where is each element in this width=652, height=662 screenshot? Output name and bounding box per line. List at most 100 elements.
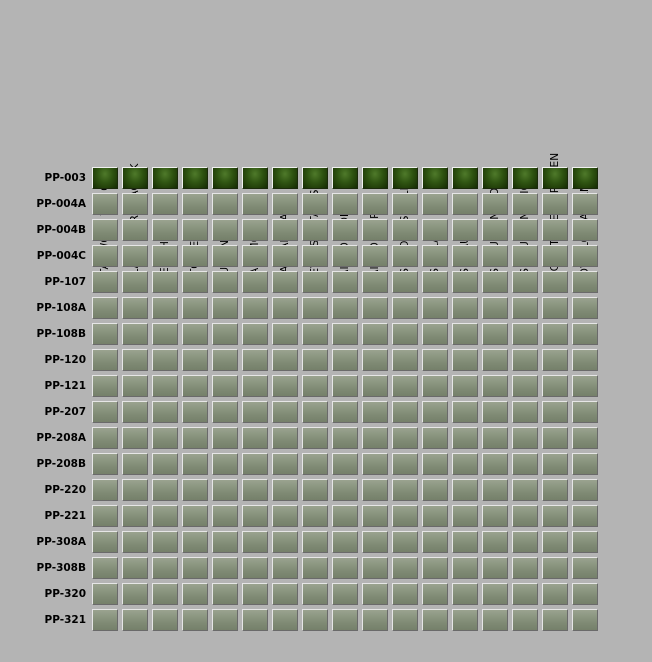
status-led-off[interactable]: [122, 349, 148, 371]
status-led-off[interactable]: [572, 583, 598, 605]
status-led-off[interactable]: [152, 557, 178, 579]
status-led-off[interactable]: [272, 349, 298, 371]
status-led-off[interactable]: [272, 401, 298, 423]
status-led-off[interactable]: [92, 479, 118, 501]
status-led-off[interactable]: [392, 297, 418, 319]
status-led-off[interactable]: [212, 531, 238, 553]
status-led-off[interactable]: [302, 583, 328, 605]
status-led-off[interactable]: [362, 531, 388, 553]
status-led-off[interactable]: [512, 245, 538, 267]
status-led-off[interactable]: [512, 271, 538, 293]
status-led-off[interactable]: [422, 193, 448, 215]
status-led-on[interactable]: [482, 167, 508, 189]
status-led-off[interactable]: [272, 323, 298, 345]
status-led-on[interactable]: [422, 167, 448, 189]
status-led-off[interactable]: [212, 323, 238, 345]
status-led-off[interactable]: [212, 271, 238, 293]
status-led-off[interactable]: [332, 375, 358, 397]
status-led-off[interactable]: [212, 219, 238, 241]
status-led-off[interactable]: [422, 427, 448, 449]
status-led-off[interactable]: [242, 609, 268, 631]
status-led-off[interactable]: [182, 583, 208, 605]
status-led-off[interactable]: [542, 323, 568, 345]
status-led-off[interactable]: [482, 245, 508, 267]
status-led-off[interactable]: [452, 531, 478, 553]
status-led-off[interactable]: [542, 193, 568, 215]
status-led-off[interactable]: [92, 375, 118, 397]
status-led-off[interactable]: [482, 479, 508, 501]
status-led-off[interactable]: [152, 453, 178, 475]
status-led-off[interactable]: [122, 375, 148, 397]
status-led-off[interactable]: [272, 193, 298, 215]
status-led-off[interactable]: [422, 245, 448, 267]
status-led-off[interactable]: [542, 375, 568, 397]
status-led-off[interactable]: [452, 427, 478, 449]
status-led-off[interactable]: [92, 193, 118, 215]
status-led-off[interactable]: [332, 297, 358, 319]
status-led-off[interactable]: [512, 453, 538, 475]
status-led-off[interactable]: [362, 219, 388, 241]
status-led-off[interactable]: [182, 323, 208, 345]
status-led-off[interactable]: [272, 427, 298, 449]
status-led-off[interactable]: [512, 609, 538, 631]
status-led-off[interactable]: [392, 427, 418, 449]
status-led-off[interactable]: [332, 401, 358, 423]
status-led-off[interactable]: [182, 453, 208, 475]
status-led-off[interactable]: [302, 375, 328, 397]
status-led-off[interactable]: [572, 349, 598, 371]
status-led-off[interactable]: [242, 323, 268, 345]
status-led-off[interactable]: [452, 609, 478, 631]
status-led-off[interactable]: [362, 271, 388, 293]
status-led-off[interactable]: [422, 557, 448, 579]
status-led-off[interactable]: [272, 609, 298, 631]
status-led-off[interactable]: [272, 375, 298, 397]
status-led-off[interactable]: [122, 219, 148, 241]
status-led-off[interactable]: [482, 505, 508, 527]
status-led-off[interactable]: [122, 531, 148, 553]
status-led-off[interactable]: [542, 453, 568, 475]
status-led-off[interactable]: [512, 401, 538, 423]
status-led-off[interactable]: [392, 349, 418, 371]
status-led-off[interactable]: [512, 557, 538, 579]
status-led-off[interactable]: [152, 531, 178, 553]
status-led-off[interactable]: [152, 609, 178, 631]
status-led-off[interactable]: [272, 245, 298, 267]
status-led-off[interactable]: [92, 245, 118, 267]
status-led-off[interactable]: [242, 505, 268, 527]
status-led-off[interactable]: [212, 245, 238, 267]
status-led-off[interactable]: [272, 531, 298, 553]
status-led-off[interactable]: [152, 375, 178, 397]
status-led-off[interactable]: [182, 505, 208, 527]
status-led-off[interactable]: [242, 297, 268, 319]
status-led-off[interactable]: [512, 219, 538, 241]
status-led-off[interactable]: [152, 297, 178, 319]
status-led-off[interactable]: [92, 323, 118, 345]
status-led-off[interactable]: [572, 453, 598, 475]
status-led-off[interactable]: [362, 297, 388, 319]
status-led-off[interactable]: [152, 245, 178, 267]
status-led-off[interactable]: [152, 479, 178, 501]
status-led-off[interactable]: [452, 219, 478, 241]
status-led-off[interactable]: [572, 245, 598, 267]
status-led-off[interactable]: [452, 453, 478, 475]
status-led-off[interactable]: [302, 323, 328, 345]
status-led-off[interactable]: [542, 557, 568, 579]
status-led-off[interactable]: [152, 271, 178, 293]
status-led-off[interactable]: [302, 401, 328, 423]
status-led-off[interactable]: [392, 323, 418, 345]
status-led-off[interactable]: [212, 427, 238, 449]
status-led-off[interactable]: [182, 531, 208, 553]
status-led-off[interactable]: [572, 323, 598, 345]
status-led-off[interactable]: [122, 609, 148, 631]
status-led-off[interactable]: [242, 427, 268, 449]
status-led-off[interactable]: [452, 297, 478, 319]
status-led-off[interactable]: [452, 271, 478, 293]
status-led-off[interactable]: [542, 245, 568, 267]
status-led-off[interactable]: [302, 349, 328, 371]
status-led-off[interactable]: [392, 479, 418, 501]
status-led-off[interactable]: [572, 401, 598, 423]
status-led-off[interactable]: [482, 453, 508, 475]
status-led-off[interactable]: [332, 531, 358, 553]
status-led-off[interactable]: [332, 193, 358, 215]
status-led-off[interactable]: [122, 323, 148, 345]
